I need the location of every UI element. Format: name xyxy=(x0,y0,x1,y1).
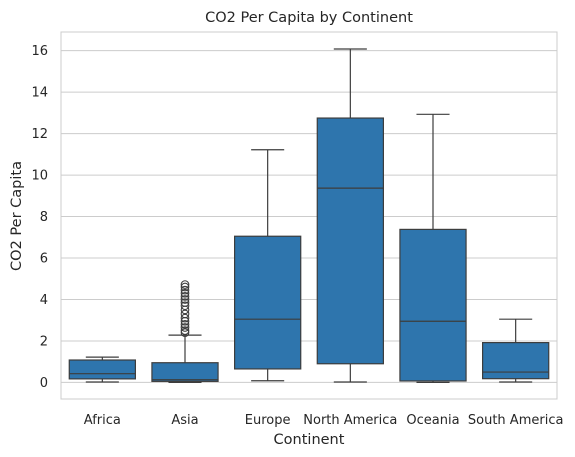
outlier-point xyxy=(180,282,190,292)
x-tick-label: Oceania xyxy=(406,413,459,428)
box xyxy=(151,362,219,382)
y-tick-label: 2 xyxy=(40,334,48,349)
outlier-point xyxy=(180,323,190,332)
outlier-point xyxy=(180,295,190,304)
box xyxy=(399,228,467,382)
outlier-point xyxy=(180,326,190,335)
box xyxy=(234,235,302,370)
x-axis-label: Continent xyxy=(274,432,345,448)
x-tick-label: Asia xyxy=(171,413,198,428)
x-tick-label: Europe xyxy=(245,413,291,428)
y-tick-label: 6 xyxy=(40,252,48,267)
outlier-point xyxy=(180,280,190,289)
outlier-point xyxy=(180,301,190,311)
box xyxy=(482,342,550,380)
y-tick-label: 14 xyxy=(31,86,48,101)
outlier-point xyxy=(180,309,190,319)
x-tick-label: North America xyxy=(303,413,397,428)
outlier-point xyxy=(180,320,190,329)
plot-frame xyxy=(60,31,558,400)
x-tick-label: South America xyxy=(468,413,564,428)
y-tick-label: 0 xyxy=(40,376,48,391)
y-tick-label: 16 xyxy=(31,44,48,59)
y-tick-label: 4 xyxy=(40,293,48,308)
plot-area: 0 2 4 6 8 10 12 14 16 Africa Asia Europe North Ameri… xyxy=(31,31,564,428)
outlier-point xyxy=(180,313,190,323)
outlier-point xyxy=(180,285,190,295)
outlier-point xyxy=(180,298,190,307)
y-tick-label: 12 xyxy=(31,127,48,142)
y-tick-label: 10 xyxy=(31,169,48,184)
chart-title: CO2 Per Capita by Continent xyxy=(205,10,413,26)
box xyxy=(316,117,384,365)
y-axis-label: CO2 Per Capita xyxy=(9,161,25,271)
outlier-point xyxy=(180,288,190,298)
x-tick-label: Africa xyxy=(84,413,121,428)
outlier-point xyxy=(180,292,190,301)
box xyxy=(68,359,137,380)
y-tick-label: 8 xyxy=(40,210,48,225)
